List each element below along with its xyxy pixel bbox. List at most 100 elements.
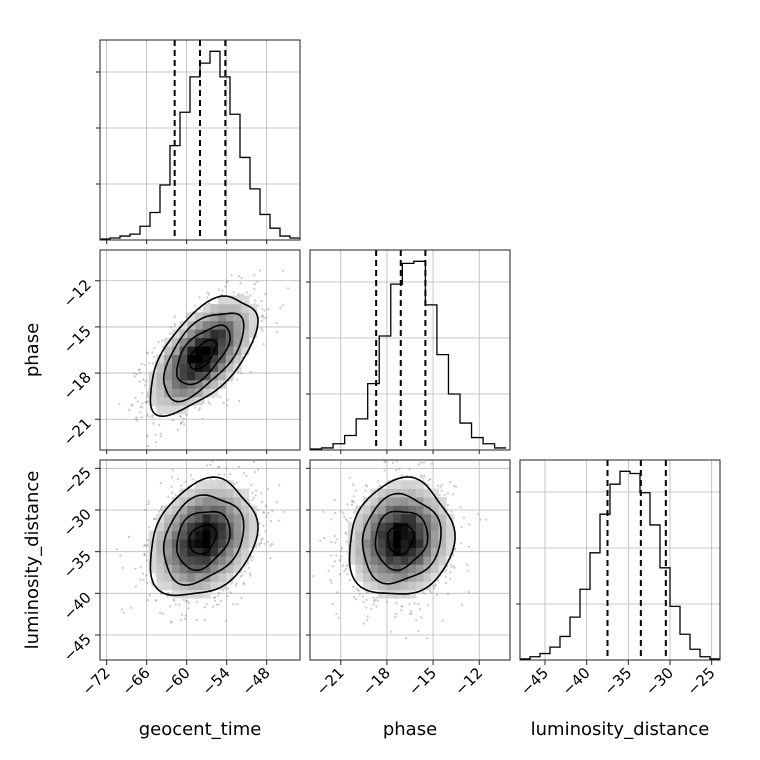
density-cell: [431, 572, 439, 582]
scatter-point: [254, 494, 257, 497]
scatter-point: [134, 417, 137, 421]
density-cell: [400, 505, 409, 515]
density-cell: [385, 572, 394, 582]
contour-line: [348, 476, 456, 595]
scatter-point: [139, 411, 142, 414]
density-cell: [408, 556, 417, 565]
scatter-point: [263, 542, 266, 545]
density-cell: [233, 303, 242, 313]
scatter-point: [178, 603, 181, 606]
density-cell: [355, 539, 364, 548]
density-cell: [179, 363, 188, 372]
density-cell: [187, 354, 196, 364]
scatter-point: [211, 460, 214, 463]
density-cell: [446, 530, 455, 540]
density-cell: [233, 522, 242, 532]
scatter-point: [226, 587, 230, 590]
scatter-point: [147, 444, 150, 448]
density-cell: [408, 497, 417, 506]
density-cell: [363, 572, 371, 582]
density-cell: [248, 312, 257, 322]
density-cell: [225, 564, 234, 574]
density-cell: [400, 497, 409, 506]
density-cell: [148, 556, 157, 565]
scatter-point: [345, 518, 348, 521]
density-cell: [210, 329, 219, 339]
density-cell: [218, 505, 227, 515]
scatter-point: [259, 541, 263, 545]
scatter-point: [281, 269, 284, 272]
scatter-point: [400, 605, 403, 608]
x-axis-label-luminosity_distance: luminosity_distance: [531, 719, 710, 740]
density-cell: [156, 379, 165, 389]
density-cell: [171, 354, 180, 364]
scatter-point: [182, 417, 185, 420]
scatter-point: [373, 600, 376, 603]
density-cell: [210, 572, 219, 582]
scatter-point: [345, 565, 348, 568]
scatter-point: [261, 537, 264, 541]
axes-frame: [519, 459, 721, 661]
scatter-point: [330, 518, 333, 521]
density-cell: [187, 371, 196, 381]
density-cell: [179, 337, 188, 347]
scatter-point: [476, 513, 480, 516]
density-cell: [393, 513, 402, 523]
density-cell: [347, 522, 356, 532]
density-cell: [363, 530, 371, 540]
scatter-point: [356, 588, 359, 591]
density-cell: [431, 556, 439, 565]
density-cell: [218, 480, 227, 489]
scatter-point: [339, 555, 342, 558]
scatter-point: [205, 603, 208, 606]
scatter-point: [264, 292, 267, 296]
density-cell: [156, 354, 165, 364]
density-cell: [370, 556, 379, 565]
density-cell: [164, 572, 173, 582]
scatter-point: [339, 558, 342, 561]
contour-line: [149, 476, 259, 597]
density-cell: [423, 513, 432, 523]
scatter-point: [152, 422, 155, 425]
density-cell: [233, 505, 242, 515]
scatter-point: [279, 306, 282, 309]
density-cell: [164, 522, 173, 532]
density-cell: [148, 379, 157, 389]
scatter-point: [433, 587, 436, 590]
scatter-point: [345, 540, 349, 543]
scatter-point: [183, 423, 186, 426]
scatter-point: [198, 407, 201, 410]
density-cell: [378, 488, 387, 498]
scatter-point: [184, 614, 187, 617]
density-cell: [164, 547, 173, 557]
density-cell: [218, 354, 227, 364]
scatter-point: [208, 402, 212, 406]
histogram-phase: [310, 250, 510, 450]
scatter-point: [249, 574, 252, 577]
scatter-point: [258, 544, 261, 547]
scatter-point: [148, 594, 151, 597]
x-tick-label: −54: [199, 664, 234, 699]
density-cell: [248, 320, 257, 330]
density-cell: [218, 303, 227, 313]
scatter-point: [135, 416, 138, 419]
scatter-point: [453, 566, 456, 569]
scatter-point: [357, 589, 360, 592]
scatter-point: [355, 598, 358, 601]
density-cell: [195, 539, 204, 548]
scatter-point: [229, 591, 232, 594]
scatter-point: [419, 475, 423, 478]
density-cell: [370, 581, 379, 591]
density-cell: [363, 564, 371, 574]
scatter-point: [264, 515, 268, 518]
scatter-point: [225, 467, 228, 470]
density-cell: [179, 320, 188, 330]
scatter-point: [159, 432, 162, 435]
y-tick-label: −21: [60, 414, 95, 449]
density-cell: [233, 556, 242, 565]
density-cell: [210, 363, 219, 372]
density-cell: [187, 539, 196, 548]
scatter-point: [420, 474, 423, 477]
scatter-point: [337, 616, 340, 619]
density-cell: [423, 556, 432, 565]
